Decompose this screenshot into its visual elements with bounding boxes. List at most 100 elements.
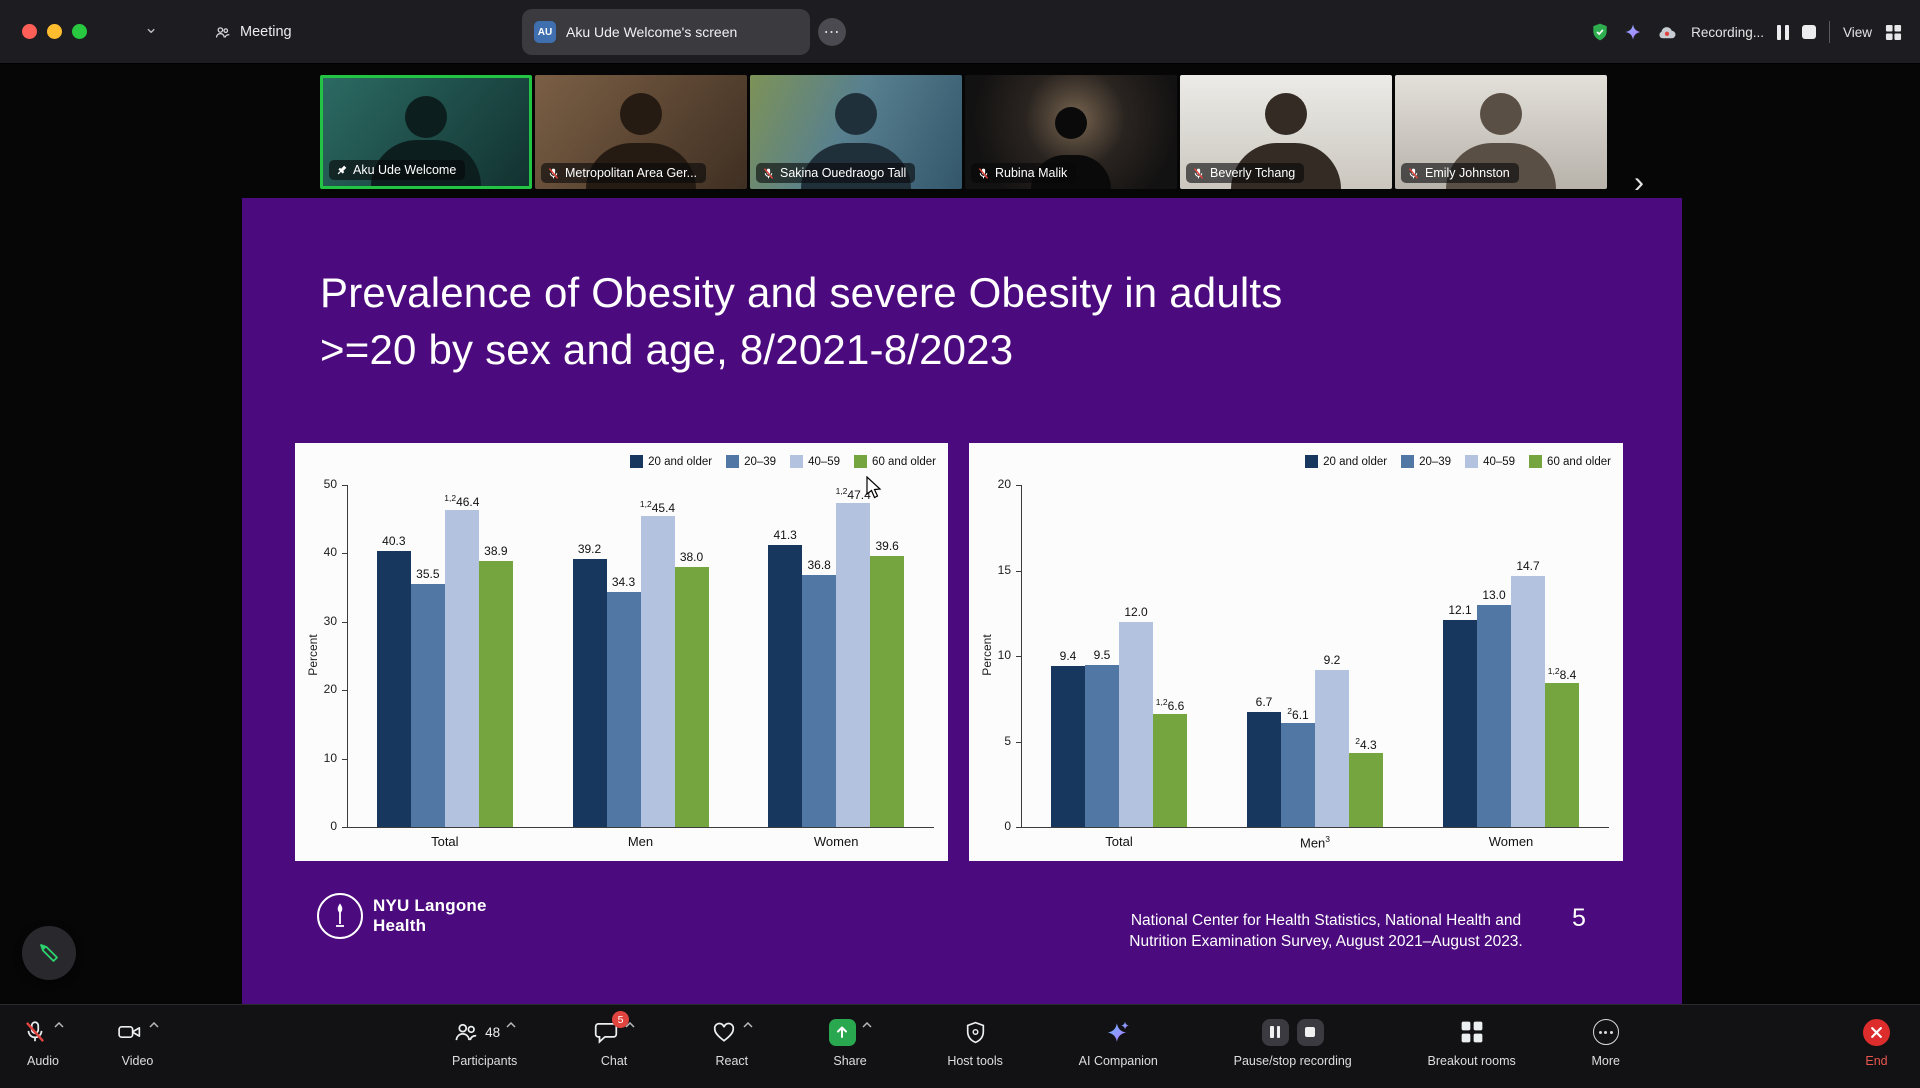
bar-value-label: 38.9 [484,543,508,558]
bar [1349,753,1383,827]
participants-button[interactable]: 48 Participants [452,1017,517,1068]
pause-stop-recording-button[interactable]: Pause/stop recording [1234,1017,1352,1068]
bar [1119,621,1153,827]
bar-value-label: 36.8 [807,558,831,573]
participant-nameplate: Sakina Ouedraogo Tall [756,163,916,183]
y-tick-label: 30 [323,613,337,628]
participant-tile-emily[interactable]: Emily Johnston [1395,75,1607,189]
pause-stop-recording-label: Pause/stop recording [1233,1054,1352,1068]
host-tools-label: Host tools [947,1054,1003,1068]
audio-button[interactable]: Audio [22,1017,64,1068]
participant-tile-sakina[interactable]: Sakina Ouedraogo Tall [750,75,962,189]
end-meeting-button[interactable]: End [1863,1017,1890,1068]
participant-tile-metropolitan[interactable]: Metropolitan Area Ger... [535,75,747,189]
breakout-rooms-button[interactable]: Breakout rooms [1428,1017,1516,1068]
x-axis [347,827,934,828]
participant-nameplate: Aku Ude Welcome [329,160,466,180]
mic-muted-icon [22,1019,48,1045]
participants-icon [453,1019,479,1045]
tab-meeting[interactable]: Meeting [204,14,302,50]
bar-value-label: 1,26.6 [1155,697,1185,714]
y-tick [342,827,347,828]
participant-tile-aku-ude-welcome[interactable]: Aku Ude Welcome [320,75,532,189]
y-tick-label: 10 [323,750,337,765]
mic-muted-icon [762,167,775,180]
end-label: End [1865,1054,1888,1068]
more-button[interactable]: More [1592,1017,1620,1068]
share-screen-icon [828,1018,856,1046]
react-options-chevron[interactable] [743,1015,753,1033]
window-minimize-button[interactable] [47,24,62,39]
annotate-button[interactable] [22,926,76,980]
share-label: Share [833,1054,867,1068]
shield-status-icon[interactable] [1590,22,1610,42]
ai-companion-button[interactable]: AI Companion [1079,1017,1158,1068]
nyu-langone-logo: NYU Langone Health [317,893,487,939]
bar-value-label: 12.0 [1124,604,1148,619]
window-zoom-button[interactable] [72,24,87,39]
bar [640,516,675,827]
tab-shared-screen[interactable]: AU Aku Ude Welcome's screen [522,9,810,55]
participant-tile-beverly[interactable]: Beverly Tchang [1180,75,1392,189]
slide-title: Prevalence of Obesity and severe Obesity… [320,264,1283,378]
tabs-menu-chevron-icon[interactable]: ⌄ [144,18,159,37]
participant-nameplate: Emily Johnston [1401,163,1519,183]
bar [444,509,479,827]
sparkles-icon[interactable] [1623,22,1643,42]
chat-unread-badge: 5 [612,1011,630,1028]
y-tick [342,690,347,692]
y-tick-label: 0 [330,819,337,833]
video-label: Video [121,1054,154,1068]
bar [1153,714,1187,827]
obesity-prevalence-chart: 0 10 20 30 40 50 Percent 20 and older 20–39 40–59… [295,443,948,861]
category-label: Men3 [1299,834,1331,851]
participant-nameplate: Rubina Malik [971,163,1077,183]
avatar-badge: AU [534,21,556,43]
slide-title-line1: Prevalence of Obesity and severe Obesity… [320,269,1283,316]
cloud-recording-icon[interactable] [1656,23,1678,41]
category-label: Total [1105,834,1133,849]
share-options-chevron[interactable] [862,1015,872,1033]
participants-label: Participants [452,1054,518,1068]
more-ellipsis-icon [1592,1019,1619,1045]
react-button[interactable]: React [711,1017,753,1068]
host-tools-button[interactable]: Host tools [947,1017,1003,1068]
y-tick [1016,485,1021,486]
tab-shared-screen-label: Aku Ude Welcome's screen [566,24,738,40]
logo-line2: Health [373,916,427,935]
share-button[interactable]: Share [828,1015,872,1068]
chat-options-chevron[interactable] [625,1015,635,1033]
severe-obesity-prevalence-chart: 0 5 10 15 20 Percent 20 and older 20–39 40–59 60 … [969,443,1623,861]
bar-value-label: 1,246.4 [444,492,480,509]
bar-value-label: 1,245.4 [639,499,676,516]
video-button[interactable]: Video [116,1017,159,1068]
y-axis-label: Percent [306,634,320,676]
tab-meeting-label: Meeting [240,24,292,40]
audio-label: Audio [27,1054,59,1068]
ellipsis-icon: ⋯ [823,24,841,41]
toolbar-center-group: 48 Participants 5 Chat [452,1011,1620,1068]
video-options-chevron[interactable] [149,1015,159,1033]
y-tick [1016,741,1021,743]
category-label: Total [431,834,459,849]
nyu-torch-icon [317,893,363,939]
bar [802,575,837,827]
recording-stop-button[interactable] [1801,25,1816,39]
stop-recording-icon[interactable] [1296,1018,1324,1046]
view-grid-icon[interactable] [1885,24,1902,41]
y-tick [342,621,347,623]
ai-sparkle-icon [1105,1019,1131,1045]
shield-icon [963,1020,988,1045]
window-close-button[interactable] [22,24,37,39]
bar-value-label: 35.5 [416,567,440,582]
pause-recording-icon[interactable] [1261,1018,1289,1046]
participant-tile-rubina[interactable]: Rubina Malik [965,75,1177,189]
audio-options-chevron[interactable] [54,1015,64,1033]
chat-button[interactable]: 5 Chat [593,1011,635,1068]
tab-options-button[interactable]: ⋯ [818,18,846,46]
recording-pause-button[interactable] [1776,24,1789,40]
bar [1477,604,1511,827]
participants-scroll-right-button[interactable]: › [1622,166,1656,200]
participants-options-chevron[interactable] [506,1015,516,1033]
legend-item: 20 and older [630,455,712,468]
